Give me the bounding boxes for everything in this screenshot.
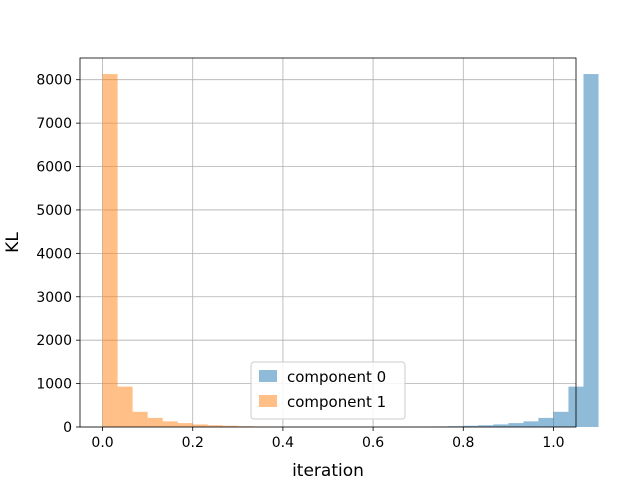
plot-frame — [79, 57, 577, 428]
legend-label: component 0 — [287, 368, 386, 386]
x-tick-label: 1.0 — [542, 435, 564, 451]
bar-component-1 — [192, 424, 208, 427]
bar-component-1 — [132, 411, 148, 427]
x-tick-label: 0.0 — [91, 435, 113, 451]
bar-component-0 — [508, 423, 524, 427]
bar-component-1 — [117, 386, 133, 427]
legend-swatch — [259, 370, 277, 382]
legend-swatch — [259, 395, 277, 407]
y-tick-label: 8000 — [36, 73, 72, 89]
y-tick-label: 7000 — [36, 116, 72, 132]
legend-label: component 1 — [287, 393, 386, 411]
x-tick-label: 0.2 — [182, 435, 204, 451]
y-axis-ticks: 0 1000 2000 3000 4000 5000 6000 7000 8000 — [36, 73, 80, 436]
y-tick-label: 6000 — [36, 160, 72, 176]
bar-component-1 — [162, 421, 178, 427]
bar-component-0 — [493, 424, 509, 427]
y-tick-label: 4000 — [36, 246, 72, 262]
legend: component 0 component 1 — [250, 361, 406, 420]
x-axis-label: iteration — [292, 461, 364, 480]
bar-component-0 — [478, 425, 494, 427]
y-tick-label: 1000 — [36, 377, 72, 393]
bar-component-1 — [207, 425, 223, 427]
bar-component-1 — [147, 417, 163, 427]
x-tick-label: 0.8 — [452, 435, 474, 451]
x-tick-label: 0.6 — [362, 435, 384, 451]
bar-component-0 — [583, 74, 599, 428]
x-axis-ticks: 0.0 0.2 0.4 0.6 0.8 1.0 — [91, 427, 565, 451]
bar-component-0 — [553, 411, 569, 427]
y-axis-label: KL — [3, 232, 23, 253]
bar-component-0 — [523, 421, 539, 427]
y-tick-label: 3000 — [36, 290, 72, 306]
x-tick-label: 0.4 — [272, 435, 294, 451]
bars — [102, 74, 599, 428]
bar-component-0 — [538, 417, 554, 427]
y-tick-label: 2000 — [36, 333, 72, 349]
bar-component-0 — [463, 425, 479, 427]
y-tick-label: 0 — [63, 420, 72, 436]
bar-component-1 — [222, 425, 238, 427]
bar-component-1 — [177, 423, 193, 427]
legend-box — [250, 361, 406, 420]
grid-lines — [80, 58, 576, 428]
y-tick-label: 5000 — [36, 203, 72, 219]
bar-component-1 — [102, 74, 118, 428]
